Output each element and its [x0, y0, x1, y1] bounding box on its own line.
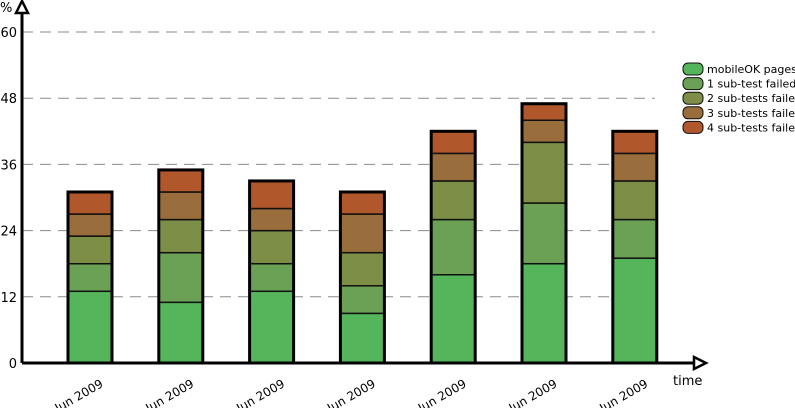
y-axis-label: % — [0, 1, 12, 16]
bar-segment — [248, 262, 295, 293]
bar-segment — [430, 180, 476, 221]
y-tick-labels: 0 12 24 36 48 60 — [0, 26, 17, 372]
x-tick-label: 10 Jun 2009 — [218, 376, 288, 408]
x-axis-label: time — [673, 374, 702, 389]
bar-segment — [339, 213, 386, 254]
bar-segment — [612, 152, 658, 182]
x-tick-labels: 8 Jun 2009 9 Jun 2009 10 Jun 2009 11 Jun 20… — [43, 376, 651, 408]
bar-segment — [248, 207, 295, 232]
x-tick-label: 14 Jun 2009 — [581, 376, 651, 408]
bar-segment — [67, 213, 113, 237]
x-tick-label: 11 Jun 2009 — [308, 376, 378, 408]
bar-segment — [67, 191, 113, 215]
bar-segment — [248, 290, 295, 364]
x-tick-label: 9 Jun 2009 — [133, 376, 196, 408]
bar-segment — [158, 218, 204, 254]
x-axis-arrow-icon — [692, 354, 709, 372]
legend-swatch — [682, 77, 704, 91]
bar-segment — [430, 273, 476, 364]
legend-label: 3 sub-tests failed — [707, 107, 795, 120]
x-tick-label: 13 Jun 2009 — [490, 376, 560, 408]
bar-segment — [521, 202, 567, 265]
y-tick-label: 24 — [0, 225, 17, 240]
bar-segment — [339, 191, 386, 215]
bar-segment — [67, 262, 113, 293]
bar-segment — [339, 312, 386, 364]
bar-segment — [430, 130, 476, 155]
bar-segment — [158, 301, 204, 364]
bar-segment — [339, 251, 386, 287]
bar-segment — [521, 119, 567, 144]
y-tick-label: 60 — [0, 26, 17, 41]
bar-segment — [248, 229, 295, 265]
y-tick-label: 0 — [9, 357, 17, 372]
bar-segment — [612, 257, 658, 364]
y-axis-arrow-icon — [13, 0, 31, 15]
bar-segment — [521, 141, 567, 204]
bar-segment — [67, 235, 113, 265]
bar-segment — [158, 169, 204, 193]
x-tick-label: 8 Jun 2009 — [43, 376, 106, 408]
legend-label: 4 sub-tests failed — [707, 121, 795, 134]
axes: % time — [0, 0, 709, 389]
bar-segment — [67, 290, 113, 364]
x-tick-label: 12 Jun 2009 — [399, 376, 469, 408]
bar-segment — [158, 251, 204, 304]
bars — [66, 102, 659, 365]
legend-swatch — [682, 106, 704, 120]
legend-label: mobileOK pages — [707, 63, 795, 76]
bar-segment — [612, 180, 658, 221]
bar-segment — [612, 218, 658, 259]
bar-segment — [521, 262, 567, 364]
y-tick-label: 36 — [0, 158, 17, 173]
y-tick-label: 12 — [0, 291, 17, 306]
bar-segment — [521, 102, 567, 122]
bar-segment — [248, 180, 295, 210]
legend-swatch — [682, 62, 704, 76]
bar-segment — [430, 152, 476, 182]
legend-label: 2 sub-tests failed — [707, 92, 795, 105]
y-tick-label: 48 — [0, 92, 17, 107]
legend-swatch — [682, 120, 704, 134]
legend-swatch — [682, 91, 704, 105]
legend-label: 1 sub-test failed — [707, 78, 795, 91]
bar-segment — [339, 285, 386, 315]
bar-segment — [612, 130, 658, 155]
bar-segment — [158, 191, 204, 221]
bar-segment — [430, 218, 476, 276]
